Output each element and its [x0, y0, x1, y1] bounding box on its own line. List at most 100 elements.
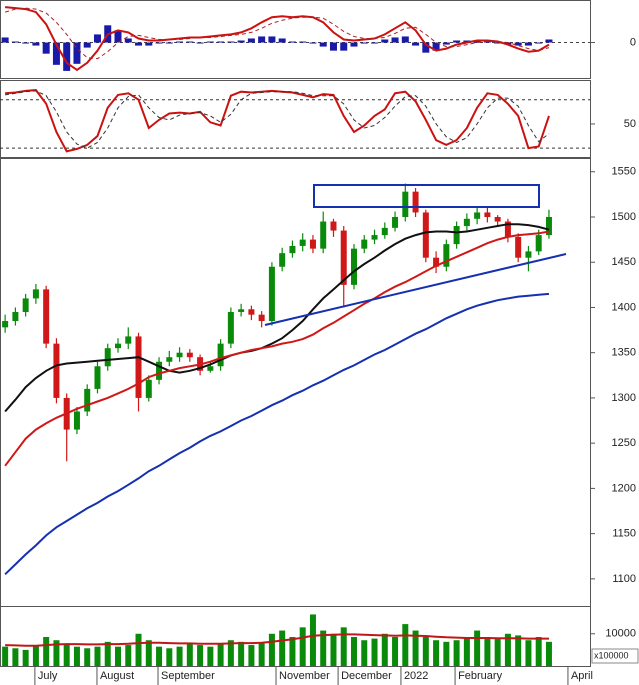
volume-bar: [535, 637, 542, 666]
volume-bar: [248, 645, 255, 666]
volume-bar: [289, 637, 296, 666]
volume-bar: [330, 633, 337, 666]
trend-line: [264, 253, 567, 326]
y-tick-label: 50: [624, 118, 636, 130]
candle-body: [12, 311, 19, 322]
histogram-bar: [401, 36, 409, 43]
histogram-bar: [63, 42, 71, 71]
volume-bar: [351, 637, 357, 666]
candle-body: [145, 379, 152, 398]
y-tick-label: 1450: [612, 256, 636, 268]
x-tick-label: August: [100, 670, 134, 682]
panel-frame: [0, 0, 591, 79]
candle-body: [94, 366, 101, 389]
candle-body: [392, 216, 399, 228]
candle-body: [156, 361, 163, 380]
volume-bar: [32, 645, 39, 666]
volume-bar: [309, 614, 316, 666]
volume-bar: [227, 640, 234, 666]
candle-body: [84, 388, 91, 412]
volume-bar: [371, 638, 378, 666]
candle-body: [73, 411, 80, 430]
resistance-box: [313, 184, 540, 208]
histogram-bar: [206, 41, 214, 43]
series-line: [4, 223, 550, 413]
candle-body: [22, 298, 29, 312]
candle-body: [330, 221, 337, 231]
y-tick-label: 1550: [612, 166, 636, 178]
histogram-bar: [42, 42, 50, 54]
candle-body: [525, 251, 532, 258]
candle-body: [258, 314, 265, 322]
histogram-bar: [217, 41, 225, 43]
volume-bar: [381, 633, 388, 666]
volume-bar: [504, 633, 511, 666]
volume-bar: [186, 643, 193, 666]
candle-body: [43, 289, 50, 344]
histogram-bar: [186, 41, 194, 43]
series-line: [5, 6, 550, 72]
candle-body: [381, 227, 388, 236]
volume-bar: [299, 627, 306, 666]
candle-body: [248, 309, 255, 315]
candle-body: [515, 236, 522, 258]
histogram-bar: [504, 42, 512, 45]
x-tick-label: July: [38, 670, 58, 682]
x-tick-label: 2022: [404, 670, 428, 682]
histogram-bar: [93, 34, 101, 43]
volume-bar: [340, 627, 347, 666]
histogram-bar: [514, 42, 522, 46]
candle-body: [433, 257, 440, 267]
volume-bar: [443, 641, 450, 666]
x-tick-label: November: [279, 670, 330, 682]
candle-body: [217, 343, 224, 367]
candle-body: [361, 239, 368, 249]
volume-bar: [104, 641, 111, 666]
candle-body: [238, 309, 245, 312]
histogram-bar: [545, 39, 553, 43]
histogram-bar: [176, 41, 184, 43]
volume-bar: [135, 633, 142, 666]
candle-body: [32, 289, 39, 299]
histogram-bar: [309, 42, 317, 44]
histogram-bar: [155, 42, 163, 44]
histogram-bar: [319, 42, 327, 47]
histogram-bar: [494, 42, 502, 44]
y-tick-label: 10000: [605, 628, 636, 640]
candle-body: [268, 266, 275, 322]
candle-body: [166, 357, 173, 362]
y-tick-label: 1400: [612, 301, 636, 313]
y-tick-label: 1300: [612, 392, 636, 404]
histogram-bar: [535, 42, 543, 44]
panel-frame: [0, 80, 591, 158]
candle-body: [104, 348, 111, 367]
histogram-bar: [124, 38, 132, 43]
candle-body: [115, 343, 121, 349]
x-tick-label: April: [571, 670, 593, 682]
volume-bar: [453, 640, 460, 666]
series-line: [5, 90, 550, 149]
histogram-bar: [278, 38, 286, 43]
candle-body: [422, 212, 429, 258]
histogram-bar: [83, 42, 91, 48]
candle-body: [279, 253, 286, 267]
volume-bar: [125, 645, 132, 666]
volume-bar: [545, 641, 552, 666]
candle-body: [351, 248, 357, 285]
histogram-bar: [196, 42, 204, 44]
histogram-bar: [114, 30, 122, 43]
candle-body: [2, 321, 9, 328]
volume-bar: [258, 643, 265, 666]
histogram-bar: [329, 42, 337, 51]
candle-body: [463, 218, 470, 227]
histogram-bar: [453, 40, 461, 43]
volume-bar: [2, 646, 9, 666]
histogram-bar: [299, 41, 307, 43]
volume-bar: [525, 640, 532, 666]
unit-label: x100000: [594, 650, 629, 660]
histogram-bar: [422, 42, 430, 53]
histogram-bar: [145, 42, 153, 46]
candle-body: [484, 212, 491, 217]
candle-body: [53, 343, 60, 398]
volume-bar: [392, 637, 399, 666]
